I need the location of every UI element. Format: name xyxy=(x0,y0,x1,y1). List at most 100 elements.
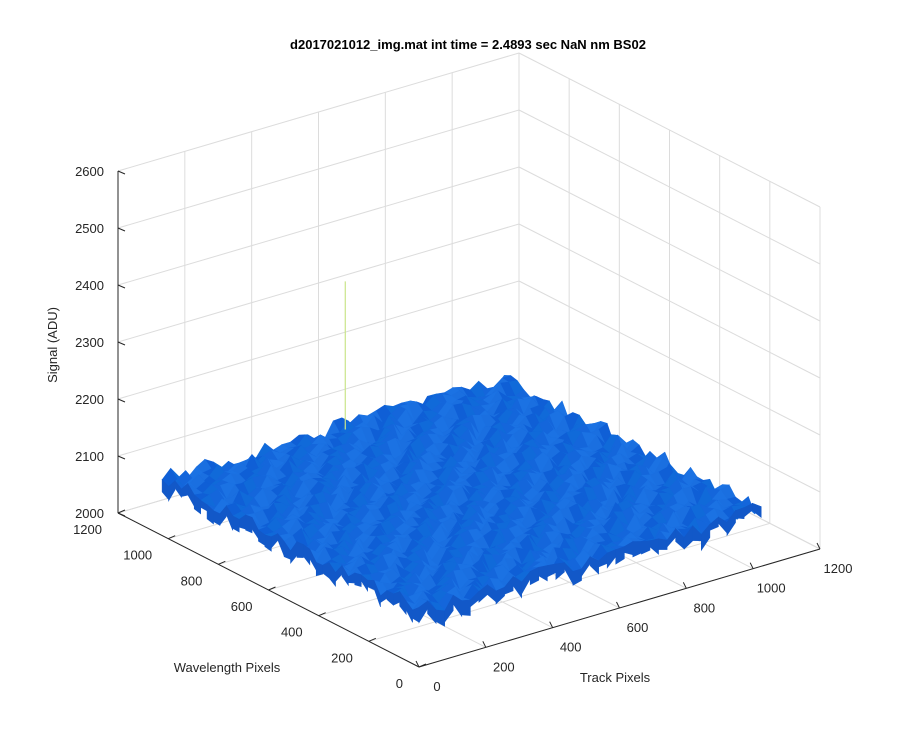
surface-edge xyxy=(315,561,323,577)
surface-plot xyxy=(161,281,762,627)
surface-edge xyxy=(461,599,471,616)
surface-edge xyxy=(367,579,375,591)
surface-edge xyxy=(354,572,362,587)
surface-edge xyxy=(161,478,169,501)
grid-line xyxy=(117,166,520,286)
surface-edge xyxy=(589,556,599,575)
surface-edge xyxy=(168,480,176,502)
surface-edge xyxy=(641,540,651,555)
surface-edge xyxy=(435,609,445,627)
z-tick-label: 2400 xyxy=(75,278,104,293)
y-tick-label: 200 xyxy=(331,650,353,665)
z-tick-mark xyxy=(117,398,126,403)
surface-edge xyxy=(504,575,514,595)
y-tick-mark xyxy=(117,509,126,514)
x-tick-label: 600 xyxy=(627,620,649,635)
z-tick-mark xyxy=(117,512,126,517)
x-tick-label: 800 xyxy=(693,600,715,615)
x-tick-mark xyxy=(415,660,420,668)
surface-edge xyxy=(399,590,407,616)
y-tick-label: 800 xyxy=(181,573,203,588)
surface-edge xyxy=(283,540,291,560)
y-tick-mark xyxy=(167,535,176,540)
x-tick-label: 1200 xyxy=(824,561,853,576)
z-tick-label: 2500 xyxy=(75,221,104,236)
surface-edge xyxy=(341,564,349,587)
z-tick-label: 2200 xyxy=(75,392,104,407)
grid-line xyxy=(518,337,821,493)
grid-line xyxy=(518,52,821,208)
surface-edge xyxy=(512,576,522,599)
chart-title: d2017021012_img.mat int time = 2.4893 se… xyxy=(290,37,646,52)
z-tick-label: 2600 xyxy=(75,164,104,179)
y-tick-mark xyxy=(368,637,377,642)
grid-line xyxy=(117,223,520,343)
surface-edge xyxy=(735,507,745,520)
z-tick-label: 2000 xyxy=(75,506,104,521)
surface-edge xyxy=(606,549,617,569)
y-tick-label: 1200 xyxy=(73,522,102,537)
x-tick-mark xyxy=(482,641,487,648)
y-axis-label: Wavelength Pixels xyxy=(174,660,281,675)
grid-line xyxy=(117,337,520,457)
surface-edge xyxy=(452,594,463,618)
surface-edge xyxy=(206,504,214,525)
x-tick-mark xyxy=(682,582,687,589)
y-tick-mark xyxy=(268,586,276,591)
surface-edge xyxy=(258,529,266,546)
surface-edge xyxy=(649,538,659,555)
x-tick-mark xyxy=(549,621,554,628)
x-tick-mark xyxy=(816,542,821,550)
z-tick-mark xyxy=(117,284,126,289)
surface-edge xyxy=(572,568,582,586)
grid-line xyxy=(518,166,821,322)
surface-edge xyxy=(386,590,394,606)
surface-edge xyxy=(555,562,565,580)
x-tick-label: 1000 xyxy=(757,581,786,596)
x-tick-mark xyxy=(749,562,754,569)
grid-line xyxy=(518,280,821,436)
surface-edge xyxy=(427,600,437,625)
z-tick-label: 2300 xyxy=(75,335,104,350)
grid-line xyxy=(117,109,520,229)
surface-edge xyxy=(193,494,201,515)
z-tick-label: 2100 xyxy=(75,449,104,464)
surface-edge xyxy=(709,516,719,531)
surface-edge xyxy=(495,586,505,605)
surface-edge xyxy=(658,538,668,550)
z-tick-mark xyxy=(117,341,126,346)
surface-edge xyxy=(752,502,762,519)
surface-edge xyxy=(726,509,736,537)
grid-line xyxy=(117,280,520,400)
x-tick-mark xyxy=(616,601,620,609)
surface-edge xyxy=(322,562,330,579)
tick-labels: 0 200 400 600 800 1000 1200 0 200 400 600 800 1000 12… xyxy=(73,164,852,694)
y-tick-label: 1000 xyxy=(123,548,152,563)
y-tick-label: 600 xyxy=(231,599,253,614)
z-tick-mark xyxy=(117,227,126,232)
surface-edge xyxy=(296,541,304,558)
surface-edge xyxy=(615,546,625,565)
surface-edge xyxy=(538,565,548,582)
surface-edge xyxy=(245,514,253,534)
surface-edge xyxy=(444,595,454,623)
y-tick-label: 400 xyxy=(281,625,303,640)
y-tick-label: 0 xyxy=(396,676,403,691)
x-tick-label: 400 xyxy=(560,640,582,655)
x-tick-label: 0 xyxy=(433,679,440,694)
x-tick-label: 200 xyxy=(493,659,515,674)
grid-line xyxy=(518,109,821,265)
surface-edge xyxy=(412,606,420,623)
z-tick-mark xyxy=(117,170,126,175)
surface-edge xyxy=(632,541,642,558)
y-tick-mark xyxy=(418,663,427,668)
y-tick-mark xyxy=(318,612,326,617)
surface-edge xyxy=(290,540,298,564)
x-axis-label: Track Pixels xyxy=(580,670,651,685)
surface-edge xyxy=(264,534,272,552)
grid-line xyxy=(117,52,520,172)
grid-line xyxy=(518,223,821,379)
surface-edge xyxy=(701,523,711,552)
z-axis-label: Signal (ADU) xyxy=(45,307,60,383)
